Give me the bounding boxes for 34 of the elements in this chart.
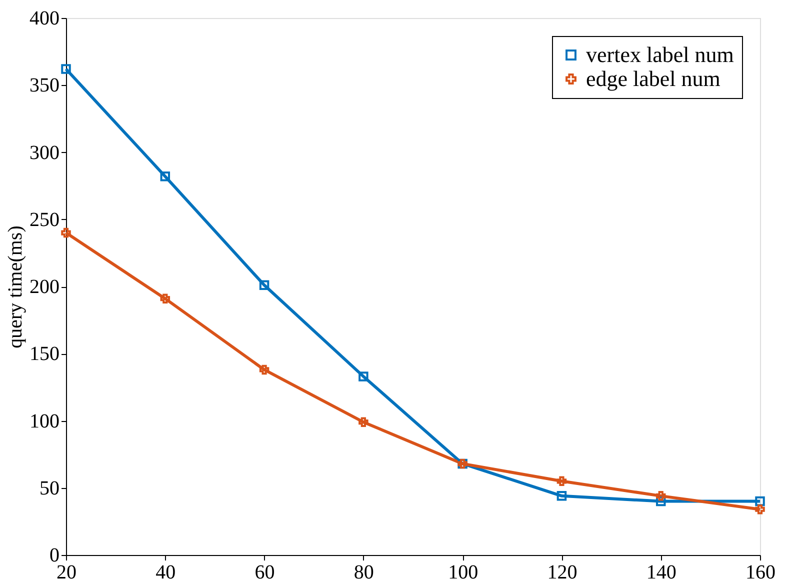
point [656,496,666,506]
y-tick-label: 300 [30,142,60,164]
point [755,504,765,514]
y-tick-label: 100 [30,410,60,432]
point [656,491,666,501]
point [358,372,368,382]
x-tick-label: 40 [156,562,176,584]
point [556,476,567,486]
y-tick-label: 50 [40,477,60,500]
legend-label: vertex label num [586,42,734,67]
point [160,172,170,182]
y-tick-label: 150 [30,343,60,366]
point [61,64,71,74]
x-tick-label: 160 [746,562,776,584]
point [755,496,765,506]
legend-label: edge label num [586,66,720,91]
point [259,280,270,290]
point [556,491,567,501]
x-tick-label: 80 [354,562,374,584]
y-tick-label: 200 [30,276,60,298]
y-tick-label: 0 [50,544,60,566]
y-tick-label: 400 [30,8,60,30]
point [358,417,368,427]
x-tick-label: 100 [448,562,478,584]
x-tick-label: 20 [56,562,76,584]
point [61,228,71,238]
point [259,364,270,375]
y-tick-label: 350 [30,74,60,97]
y-axis-title: query time(ms) [4,226,26,348]
y-tick-label: 250 [30,208,60,231]
point [160,294,170,304]
x-tick-label: 120 [547,562,578,584]
x-tick-label: 140 [646,562,676,584]
x-tick-label: 60 [254,562,275,584]
